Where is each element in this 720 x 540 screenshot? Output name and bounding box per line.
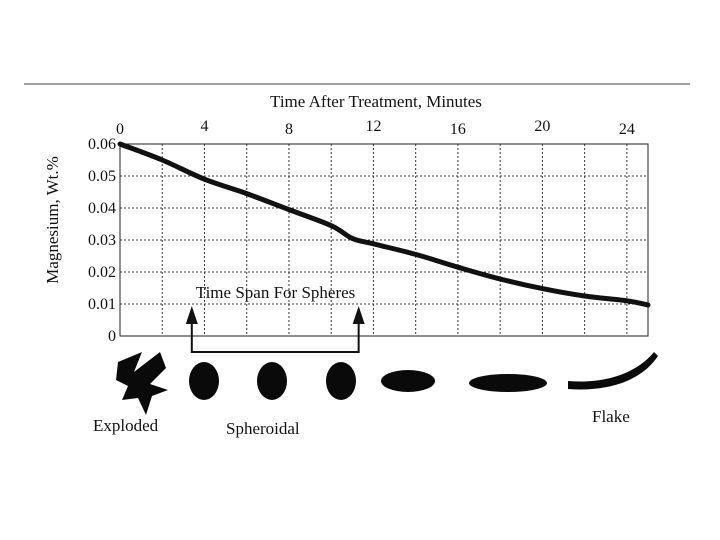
x-tick-labels: 0 4 8 12 16 20 24 (116, 118, 635, 138)
x-tick-label: 8 (285, 121, 293, 138)
y-tick-labels: 0 0.01 0.02 0.03 0.04 0.05 0.06 (88, 136, 116, 345)
flake-label: Flake (592, 407, 630, 426)
spheroid-shape-icon (189, 362, 219, 400)
span-bracket-line (190, 322, 360, 353)
x-tick-label: 24 (619, 121, 635, 138)
series-line-magnesium (117, 141, 651, 308)
grid (120, 144, 648, 336)
y-tick-label: 0 (108, 328, 116, 345)
elongated-shape-icon (469, 374, 547, 392)
y-tick-label: 0.04 (88, 200, 116, 217)
arrow-up-left-icon (185, 306, 198, 324)
spheroidal-label: Spheroidal (226, 419, 300, 438)
spheroid-shape-icon (326, 362, 356, 400)
spheroid-shape-icon (257, 362, 287, 400)
x-tick-label: 16 (450, 121, 466, 138)
y-tick-label: 0.06 (88, 136, 116, 153)
x-tick-label: 0 (116, 121, 124, 138)
x-tick-label: 20 (534, 118, 550, 135)
ellipsoid-shape-icon (381, 370, 435, 392)
x-tick-label: 4 (200, 118, 208, 135)
arrow-up-right-icon (352, 306, 365, 324)
time-span-bracket (185, 306, 365, 353)
y-tick-label: 0.02 (88, 264, 116, 281)
chart-title: Time After Treatment, Minutes (270, 92, 482, 111)
flake-shape-icon (568, 352, 658, 390)
plot-frame (119, 143, 649, 337)
y-tick-label: 0.03 (88, 232, 116, 249)
graphite-shapes (116, 352, 658, 415)
x-tick-label: 12 (365, 118, 381, 135)
y-tick-label: 0.05 (88, 168, 116, 185)
exploded-label: Exploded (93, 416, 159, 435)
exploded-shape-icon (116, 352, 168, 415)
time-span-label: Time Span For Spheres (196, 283, 355, 302)
y-axis-label: Magnesium, Wt.% (43, 156, 62, 284)
y-tick-label: 0.01 (88, 296, 116, 313)
